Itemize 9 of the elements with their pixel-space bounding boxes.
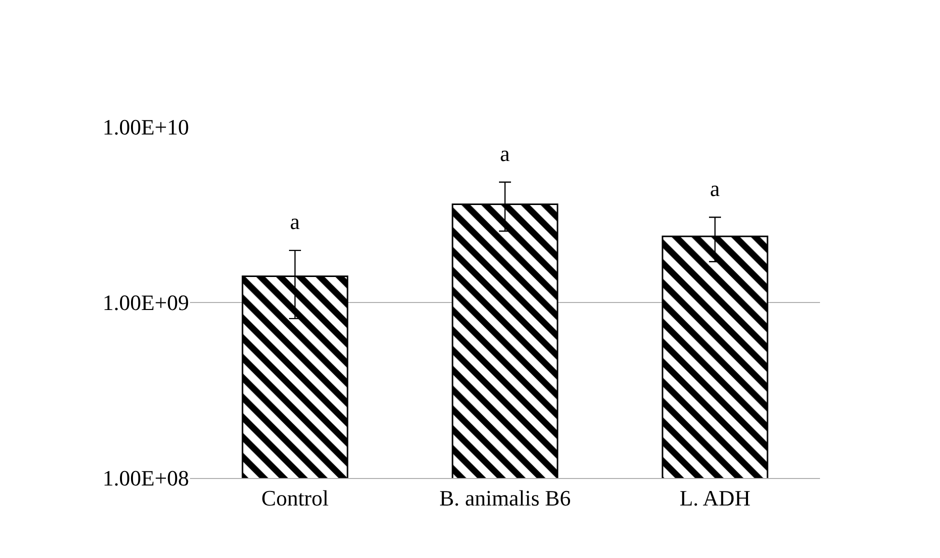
x-tick-label: B. animalis B6 — [439, 485, 571, 510]
x-tick-label: L. ADH — [680, 485, 751, 510]
annotation: a — [290, 209, 300, 234]
y-tick-label: 1.00E+09 — [102, 290, 189, 316]
annotation: a — [500, 141, 510, 166]
y-tick-label: 1.00E+08 — [102, 466, 189, 491]
x-tick-label: Control — [261, 485, 329, 510]
annotation: a — [710, 176, 720, 201]
y-tick-label: 1.00E+10 — [102, 114, 189, 140]
